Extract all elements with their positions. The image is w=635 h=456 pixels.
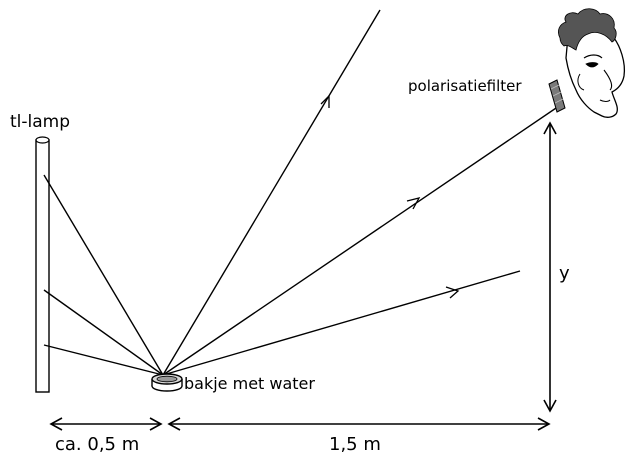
ray-arrow-2: [406, 197, 421, 210]
polarization-filter: [548, 79, 566, 113]
ray-arrow-1: [320, 94, 330, 108]
reflected-ray-to-eye: [162, 103, 563, 376]
lamp-distance-arrow: [49, 417, 163, 431]
water-dish: [151, 373, 183, 392]
lamp-distance-label: ca. 0,5 m: [55, 434, 139, 455]
observer-face-icon: [558, 8, 626, 118]
incident-ray-1: [43, 174, 164, 376]
lamp-label: tl-lamp: [10, 112, 70, 132]
viewer-distance-arrow: [167, 417, 551, 431]
reflected-ray-shallow: [162, 270, 521, 376]
dish-label: bakje met water: [184, 374, 315, 393]
height-dimension-arrow: [543, 121, 557, 413]
viewer-distance-label: 1,5 m: [329, 434, 381, 455]
filter-label: polarisatiefilter: [408, 77, 522, 95]
reflected-ray-steep: [162, 9, 381, 376]
incident-ray-3: [43, 344, 164, 376]
incident-ray-2: [43, 289, 164, 376]
height-label: y: [559, 263, 570, 284]
tl-lamp: [35, 136, 50, 393]
ray-arrow-3: [445, 286, 460, 299]
